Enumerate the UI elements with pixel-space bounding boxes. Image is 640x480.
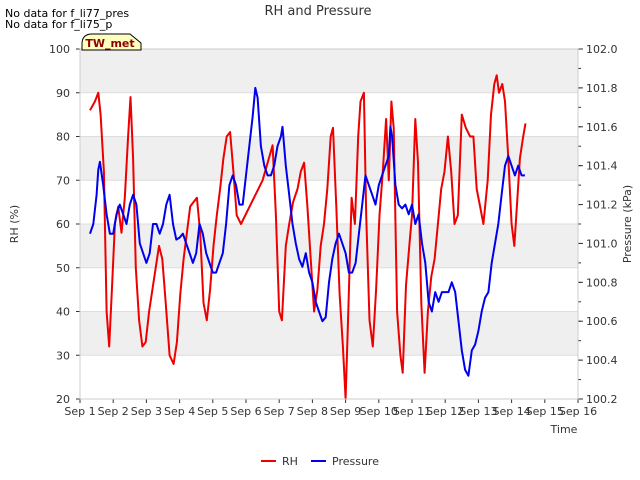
x-tick-label: Sep 2: [98, 405, 129, 418]
y2-tick-label: 100.4: [586, 354, 618, 367]
chart-title: RH and Pressure: [264, 4, 371, 19]
no-data-note-p: No data for f_li75_p: [5, 18, 113, 31]
x-tick-label: Sep 8: [297, 405, 328, 418]
background-band: [80, 224, 578, 268]
y-axis-ticks: 20 30 40 50 60 70 80 90 100: [49, 43, 80, 406]
x-tick-label: Sep 7: [264, 405, 295, 418]
x-tick-label: Sep 10: [360, 405, 398, 418]
x-axis-label: Time: [550, 423, 578, 436]
y2-axis-label: Pressure (kPa): [621, 185, 634, 263]
x-tick-label: Sep 13: [459, 405, 497, 418]
y2-axis-ticks: 100.2 100.4 100.6 100.8 101.0 101.2 101.4 101.6…: [578, 43, 618, 406]
x-axis-ticks: Sep 1 Sep 2 Sep 3 Sep 4 Sep 5 Sep 6 Sep 7 Sep 8…: [64, 399, 597, 418]
legend: RH Pressure: [261, 455, 379, 468]
x-tick-label: Sep 1: [64, 405, 95, 418]
x-tick-label: Sep 11: [393, 405, 431, 418]
y-tick-label: 60: [56, 218, 70, 231]
tw-met-badge: TW_met: [81, 33, 142, 51]
y2-tick-label: 102.0: [586, 43, 618, 56]
y2-tick-label: 101.4: [586, 160, 618, 173]
series-lines: [89, 74, 527, 400]
background-band: [80, 311, 578, 356]
y-tick-label: 40: [56, 306, 70, 319]
y-axis-label: RH (%): [8, 205, 21, 243]
legend-label-rh: RH: [282, 455, 298, 468]
y2-tick-label: 101.2: [586, 199, 618, 212]
series-line-rh: [89, 74, 527, 400]
y-tick-label: 30: [56, 349, 70, 362]
x-tick-label: Sep 12: [426, 405, 464, 418]
y-tick-label: 100: [49, 43, 70, 56]
y2-tick-label: 101.0: [586, 237, 618, 250]
y2-tick-label: 100.2: [586, 393, 618, 406]
x-tick-label: Sep 14: [492, 405, 530, 418]
y-tick-label: 20: [56, 393, 70, 406]
x-tick-label: Sep 16: [559, 405, 597, 418]
y2-tick-label: 100.6: [586, 315, 618, 328]
series-line-pressure: [89, 86, 525, 377]
x-tick-label: Sep 4: [164, 405, 195, 418]
badge-shape: [81, 33, 142, 51]
y-tick-label: 90: [56, 87, 70, 100]
legend-label-pressure: Pressure: [332, 455, 379, 468]
y2-tick-label: 101.8: [586, 82, 618, 95]
y2-tick-label: 101.6: [586, 121, 618, 134]
x-tick-label: Sep 15: [526, 405, 564, 418]
x-tick-label: Sep 5: [197, 405, 228, 418]
plot-frame: [79, 48, 579, 400]
no-data-note-pres: No data for f_li77_pres: [5, 7, 130, 20]
y-tick-label: 50: [56, 262, 70, 275]
y2-tick-label: 100.8: [586, 276, 618, 289]
x-tick-label: Sep 6: [230, 405, 261, 418]
x-tick-label: Sep 3: [131, 405, 162, 418]
y-tick-label: 80: [56, 131, 70, 144]
badge-label: TW_met: [85, 37, 134, 50]
y-tick-label: 70: [56, 174, 70, 187]
x-tick-label: Sep 9: [330, 405, 361, 418]
